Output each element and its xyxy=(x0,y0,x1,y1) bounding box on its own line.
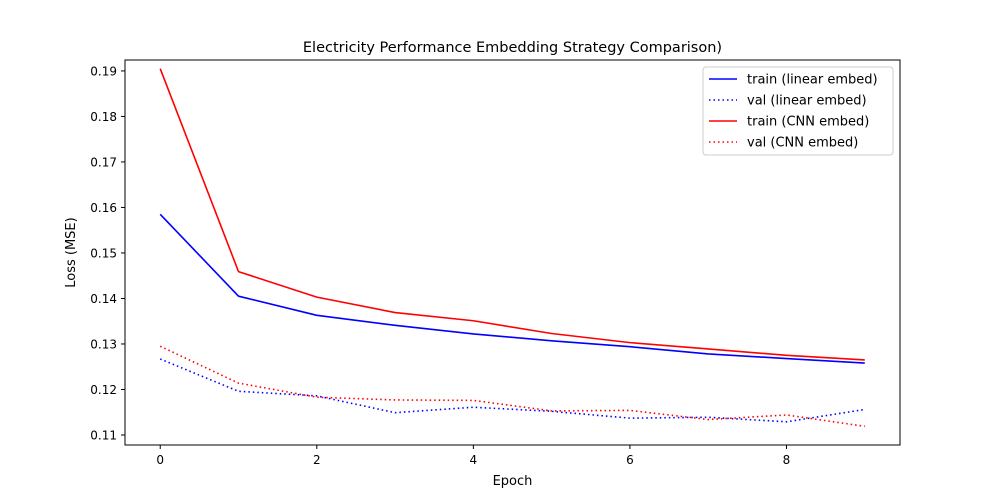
legend-box xyxy=(702,66,894,156)
x-tick-label: 2 xyxy=(313,453,321,467)
y-axis-label: Loss (MSE) xyxy=(64,217,79,287)
x-tick-label: 6 xyxy=(626,453,634,467)
legend-label: train (linear embed) xyxy=(747,73,878,88)
series-layer xyxy=(159,68,865,428)
series-line-1 xyxy=(159,213,865,364)
x-tick-label: 0 xyxy=(156,453,164,467)
legend: train (linear embed) val (linear embed) tr… xyxy=(702,66,894,156)
legend-label: val (CNN embed) xyxy=(747,136,858,151)
y-tick-label: 0.13 xyxy=(90,337,117,351)
y-tick-label: 0.12 xyxy=(90,383,117,397)
series-line-4 xyxy=(159,345,865,428)
x-axis-label: Epoch xyxy=(493,474,533,489)
x-axis: 0 2 4 6 8 xyxy=(156,445,790,467)
legend-label: val (linear embed) xyxy=(747,94,867,109)
y-axis: 0.11 0.12 0.13 0.14 0.15 0.16 0.17 0.18 0.19 xyxy=(90,64,125,442)
y-tick-label: 0.11 xyxy=(90,428,117,442)
y-tick-label: 0.17 xyxy=(90,155,117,169)
y-tick-label: 0.14 xyxy=(90,292,117,306)
x-tick-label: 8 xyxy=(783,453,791,467)
series-line-3 xyxy=(159,68,865,361)
legend-label: train (CNN embed) xyxy=(747,115,869,130)
series-line-2 xyxy=(159,358,865,423)
y-tick-label: 0.19 xyxy=(90,64,117,78)
y-tick-label: 0.15 xyxy=(90,246,117,260)
x-tick-label: 4 xyxy=(470,453,478,467)
y-tick-label: 0.18 xyxy=(90,110,117,124)
y-tick-label: 0.16 xyxy=(90,201,117,215)
chart-title: Electricity Performance Embedding Strate… xyxy=(303,40,722,56)
